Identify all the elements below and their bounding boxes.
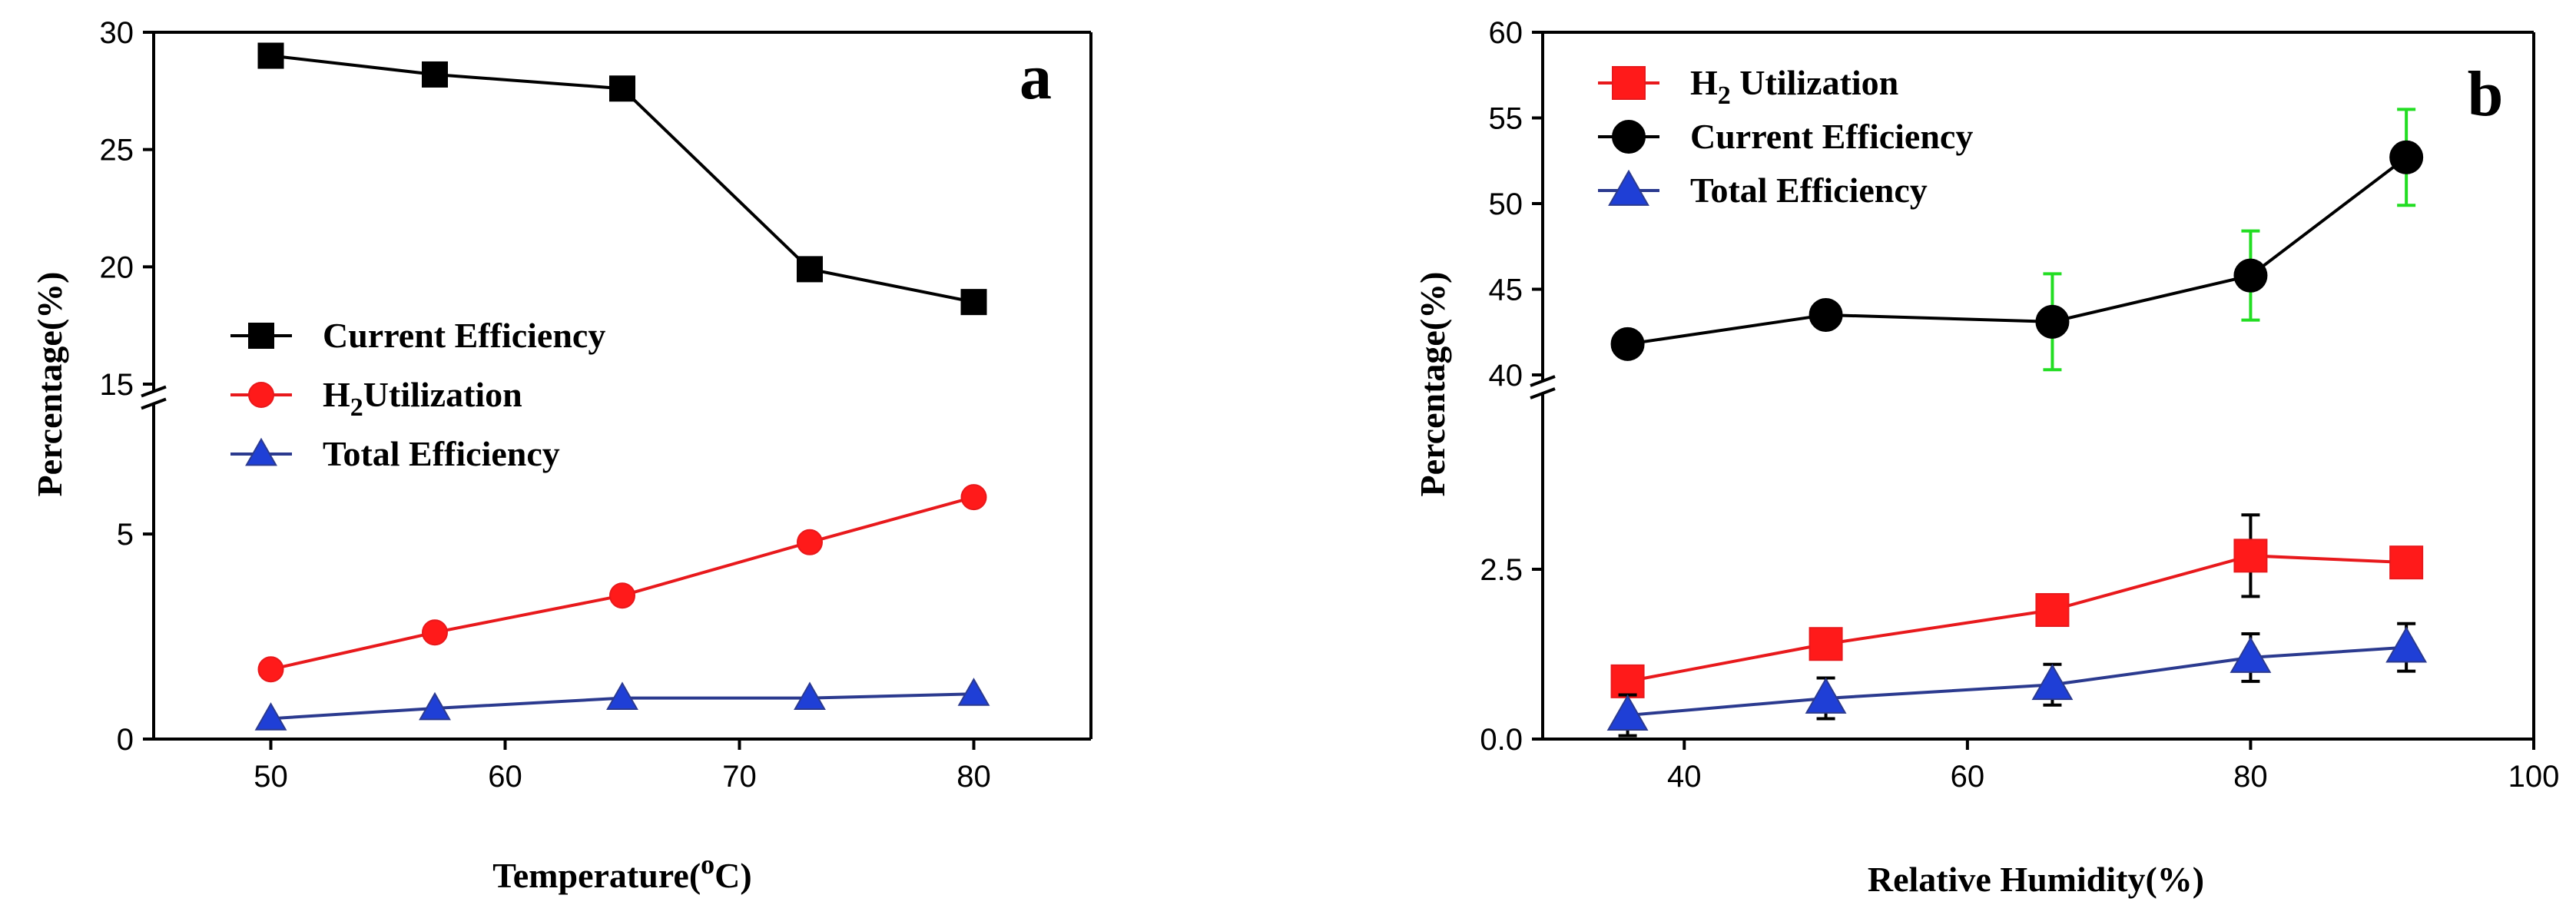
x-tick-label: 100 xyxy=(2508,760,2560,794)
data-point xyxy=(609,582,635,609)
data-point xyxy=(254,702,287,731)
data-point xyxy=(2233,539,2268,573)
data-point xyxy=(1610,327,1645,361)
x-tick-label: 70 xyxy=(722,760,757,794)
x-tick-label: 50 xyxy=(254,760,288,794)
legend-label: Total Efficiency xyxy=(1690,171,1928,210)
data-point xyxy=(960,484,987,511)
legend-item: Current Efficiency xyxy=(1598,117,1973,156)
y-tick-label: 0 xyxy=(117,723,134,757)
series-total-efficiency xyxy=(1606,622,2428,738)
data-point xyxy=(797,529,823,555)
y-tick-label: 30 xyxy=(100,16,134,50)
data-point xyxy=(609,75,635,102)
legend-label: Current Efficiency xyxy=(1690,117,1973,156)
y-axis-break-mark xyxy=(1530,387,1556,399)
series-line xyxy=(1627,645,2407,718)
legend-marker xyxy=(1608,169,1649,206)
y-tick-label: 25 xyxy=(100,134,134,167)
legend-label: H2 Utilization xyxy=(1690,63,1898,110)
series-current-efficiency xyxy=(1610,108,2424,372)
panel-letter: b xyxy=(2468,58,2504,130)
legend-item: H2Utilization xyxy=(230,375,522,422)
legend-marker xyxy=(248,323,274,349)
y-tick-label: 15 xyxy=(100,368,134,402)
data-point xyxy=(257,42,284,69)
y-axis-title: Percentage(%) xyxy=(30,272,69,497)
data-point xyxy=(2035,304,2070,339)
y-tick-label: 55 xyxy=(1489,102,1523,136)
x-tick-label: 80 xyxy=(2233,760,2268,794)
legend-marker xyxy=(245,437,277,466)
legend-marker xyxy=(1612,120,1646,154)
data-point xyxy=(422,619,448,646)
data-point xyxy=(794,681,826,711)
data-point xyxy=(2233,258,2268,293)
series-utilization xyxy=(1610,513,2424,698)
data-point xyxy=(1809,297,1843,332)
series-utilization xyxy=(257,484,987,683)
y-tick-label: 0.0 xyxy=(1480,723,1523,757)
legend-label: Total Efficiency xyxy=(323,434,560,473)
x-axis-title: Relative Humidity(%) xyxy=(1868,860,2204,899)
data-point xyxy=(2230,636,2272,673)
data-point xyxy=(419,691,451,721)
y-tick-label: 40 xyxy=(1489,359,1523,393)
y-tick-label: 2.5 xyxy=(1480,553,1523,587)
y-tick-label: 60 xyxy=(1489,16,1523,50)
series-line xyxy=(1627,554,2407,683)
data-point xyxy=(2031,664,2074,701)
y-tick-label: 5 xyxy=(117,518,134,552)
panel-letter: a xyxy=(1019,41,1052,113)
data-point xyxy=(797,256,823,283)
y-tick-label: 45 xyxy=(1489,273,1523,307)
data-point xyxy=(1610,664,1645,698)
legend-item: H2 Utilization xyxy=(1598,63,1898,110)
data-point xyxy=(2035,593,2070,628)
chart-panel-b: 40 60 80 100 40 45 50 55 60 0.0 2.5 Relative Humidi… xyxy=(1413,16,2559,899)
legend-marker xyxy=(1612,66,1646,100)
x-tick-label: 60 xyxy=(1951,760,1985,794)
data-point xyxy=(257,656,284,683)
x-tick-label: 40 xyxy=(1667,760,1702,794)
legend-label: Current Efficiency xyxy=(323,316,605,355)
legend-item: Total Efficiency xyxy=(1598,169,1928,210)
series-total-efficiency xyxy=(254,678,990,731)
data-point xyxy=(1809,627,1843,661)
legend-item: Total Efficiency xyxy=(230,434,560,473)
y-axis-break-mark xyxy=(1530,375,1556,387)
data-point xyxy=(2389,140,2424,174)
data-point xyxy=(422,61,448,88)
legend-item: Current Efficiency xyxy=(230,316,605,355)
data-point xyxy=(1606,694,1649,731)
series-current-efficiency xyxy=(257,42,987,316)
data-point xyxy=(957,678,990,706)
y-tick-label: 20 xyxy=(100,250,134,284)
y-axis-break-mark xyxy=(141,385,167,398)
legend-label: H2Utilization xyxy=(323,375,522,422)
chart-panel-a: 50 60 70 80 15 20 25 30 0 5 Temperature(oC) Percent… xyxy=(30,16,1092,895)
data-point xyxy=(960,289,987,316)
y-axis-title: Percentage(%) xyxy=(1413,272,1452,497)
data-point xyxy=(2389,545,2424,580)
y-tick-label: 50 xyxy=(1489,187,1523,221)
x-tick-label: 80 xyxy=(956,760,991,794)
x-tick-label: 60 xyxy=(488,760,522,794)
y-axis-break-mark xyxy=(141,397,167,410)
data-point xyxy=(2385,626,2428,663)
x-axis-title: Temperature(oC) xyxy=(492,849,751,895)
data-point xyxy=(1805,677,1847,714)
data-point xyxy=(606,681,638,711)
legend-marker xyxy=(248,382,274,408)
